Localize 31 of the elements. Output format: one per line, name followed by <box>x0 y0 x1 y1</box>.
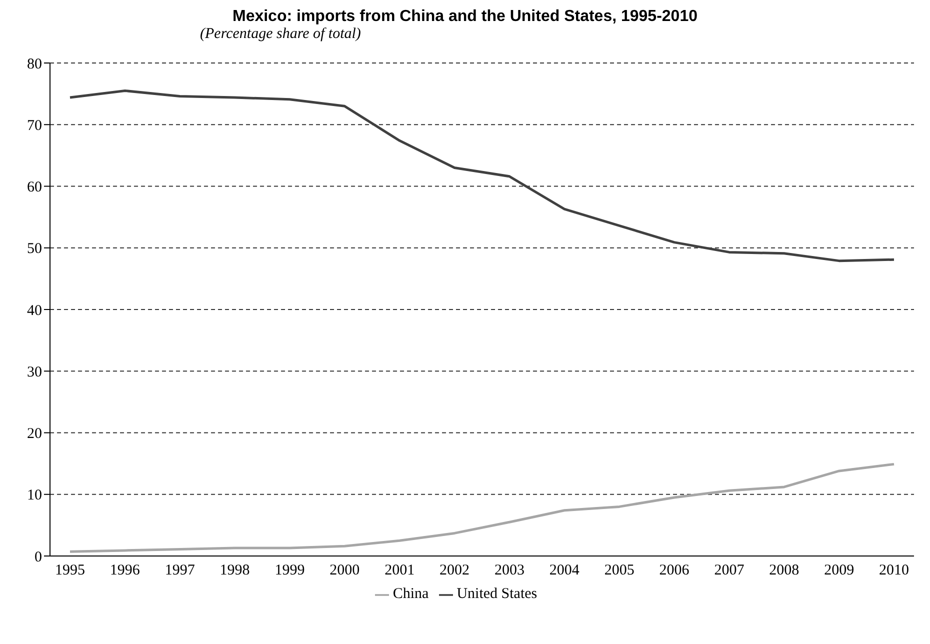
y-tick-label: 50 <box>27 241 42 258</box>
y-tick-label: 40 <box>27 302 42 319</box>
x-tick-label: 2007 <box>714 562 745 579</box>
x-tick-label: 2010 <box>879 562 909 579</box>
x-tick-label: 2001 <box>384 562 415 579</box>
x-tick-label: 2004 <box>549 562 580 579</box>
x-tick-label: 1998 <box>220 562 250 579</box>
legend-label: United States <box>456 586 538 602</box>
y-tick-label: 10 <box>27 488 42 504</box>
x-tick-label: 2008 <box>769 562 800 579</box>
x-tick-label: 1997 <box>164 562 196 579</box>
legend-label: China <box>392 586 429 602</box>
x-tick-label: 2003 <box>494 562 524 579</box>
x-tick-label: 2009 <box>824 562 854 579</box>
y-tick-label: 20 <box>27 426 42 442</box>
x-tick-label: 2000 <box>330 562 360 579</box>
x-tick-label: 1996 <box>110 562 140 579</box>
x-tick-label: 1999 <box>274 562 305 579</box>
chart-subtitle: (Percentage share of total) <box>200 26 362 43</box>
x-tick-label: 1995 <box>55 562 85 579</box>
y-tick-label: 0 <box>34 549 42 566</box>
line-series <box>68 89 896 262</box>
x-tick-label: 2006 <box>659 562 690 579</box>
y-tick-label: 70 <box>27 118 42 134</box>
x-tick-label: 2002 <box>440 562 470 579</box>
y-tick-label: 60 <box>27 180 42 196</box>
y-tick-label: 30 <box>27 364 42 380</box>
y-tick-label: 80 <box>27 56 42 72</box>
line-series <box>68 462 896 553</box>
chart-title: Mexico: imports from China and the United States, 1995-2010 <box>231 8 698 26</box>
x-tick-label: 2005 <box>604 562 634 579</box>
